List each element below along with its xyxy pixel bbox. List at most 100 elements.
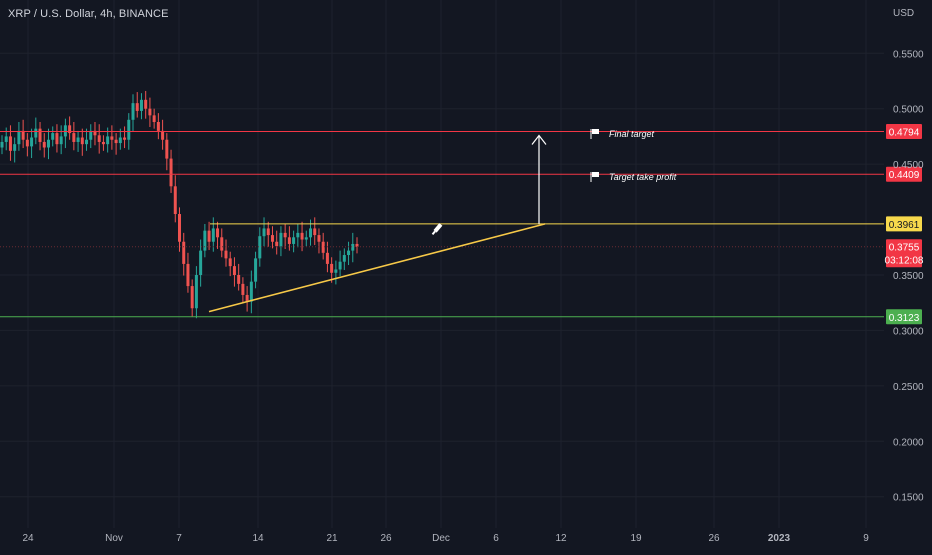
candle-body — [199, 250, 203, 275]
candle-body — [237, 275, 241, 284]
candle-body — [178, 214, 181, 242]
candle-body — [266, 228, 270, 236]
time-tick-label: 26 — [708, 533, 720, 544]
candle-body — [224, 250, 228, 259]
symbol-title[interactable]: XRP / U.S. Dollar, 4h, BINANCE — [8, 8, 169, 20]
candle-body — [72, 133, 76, 142]
candle-body — [304, 237, 308, 240]
price-tick-label: 0.1500 — [893, 493, 924, 504]
candle-body — [59, 136, 63, 145]
axis-layer: 0.5500 0.5000 0.4500 0.3500 0.3000 0.2500 0.20… — [22, 49, 924, 544]
price-badge-label: 0.3123 — [889, 313, 920, 324]
candle-body — [152, 115, 156, 122]
annotation-label: Target take profit — [609, 172, 677, 182]
candle-body — [313, 228, 317, 236]
candle-body — [106, 136, 110, 145]
candle-body — [207, 230, 211, 242]
candle-body — [76, 137, 80, 142]
candle-body — [249, 281, 253, 302]
candle-body — [283, 232, 287, 238]
price-badge-support — [886, 309, 922, 325]
price-tick-label: 0.3500 — [893, 271, 924, 282]
candle-body — [144, 99, 148, 109]
candle-body — [338, 261, 342, 270]
candle-body — [292, 237, 296, 244]
time-tick-label: 19 — [630, 533, 642, 544]
candle-body — [173, 186, 177, 215]
candle-body — [0, 141, 4, 148]
candle-body — [186, 263, 190, 287]
candle-body — [55, 133, 59, 145]
candles-layer — [0, 90, 359, 319]
candle-body — [80, 137, 84, 145]
candle-body — [220, 237, 224, 251]
price-badge-label: 0.3755 — [889, 243, 920, 254]
candle-body — [317, 235, 321, 242]
candle-body — [169, 158, 173, 187]
candle-body — [334, 269, 338, 273]
annotation-label: Final target — [609, 129, 655, 139]
flag-icon-cloth — [592, 129, 599, 134]
candle-body — [38, 128, 42, 142]
candle-body — [110, 136, 114, 140]
candle-body — [165, 139, 169, 159]
candle-body — [97, 135, 101, 142]
candle-body — [161, 130, 165, 140]
time-tick-label: 26 — [380, 533, 392, 544]
price-badge-breakout — [886, 216, 922, 232]
candle-body — [46, 139, 50, 148]
time-tick-label: Dec — [432, 533, 450, 544]
ascending-trendline — [208, 223, 546, 313]
candle-body — [321, 241, 325, 253]
price-tick-label: 0.5500 — [893, 49, 924, 60]
annotation-take-profit: Target take profit — [590, 172, 677, 182]
candle-body — [232, 266, 236, 275]
price-badge-label: 0.3961 — [889, 220, 920, 231]
candle-body — [262, 228, 266, 237]
candle-body — [42, 141, 46, 148]
candle-body — [8, 136, 12, 151]
price-badge-label: 0.4409 — [889, 170, 920, 181]
countdown-label: 03:12:08 — [885, 256, 924, 267]
candle-body — [287, 237, 291, 244]
candle-body — [148, 108, 152, 116]
candle-body — [118, 137, 122, 144]
candle-body — [325, 252, 329, 264]
price-badge-current — [886, 239, 922, 268]
candle-body — [342, 255, 346, 262]
candle-body — [355, 243, 359, 247]
price-tick-label: 0.2500 — [893, 382, 924, 393]
candle-body — [258, 236, 262, 259]
price-tick-label: 0.2000 — [893, 437, 924, 448]
candle-body — [270, 235, 274, 242]
flag-icon-cloth — [592, 172, 599, 177]
price-badge-target — [886, 124, 922, 140]
candle-body — [139, 99, 143, 111]
time-tick-label: 2023 — [768, 533, 791, 544]
time-tick-label: 21 — [326, 533, 338, 544]
candle-body — [182, 241, 186, 264]
candle-body — [89, 130, 93, 140]
time-tick-label: 14 — [252, 533, 264, 544]
candle-body — [63, 125, 67, 137]
candle-body — [279, 232, 283, 247]
candle-body — [241, 283, 245, 295]
candle-body — [101, 141, 105, 145]
cursor-icon-tip — [431, 230, 436, 236]
cursor-icon-body — [433, 223, 443, 233]
candle-body — [228, 258, 232, 267]
candle-body — [275, 241, 279, 247]
candle-body — [351, 243, 355, 251]
candle-body — [17, 130, 21, 145]
candle-body — [135, 103, 139, 111]
candle-body — [156, 122, 160, 131]
candle-body — [203, 230, 207, 251]
cursor-icon — [431, 223, 443, 236]
time-tick-label: 12 — [555, 533, 567, 544]
drawings-layer: Final target Target take profit — [208, 129, 677, 313]
projection-arrow-head — [531, 134, 547, 145]
candle-body — [68, 125, 72, 134]
candle-body — [13, 144, 17, 151]
